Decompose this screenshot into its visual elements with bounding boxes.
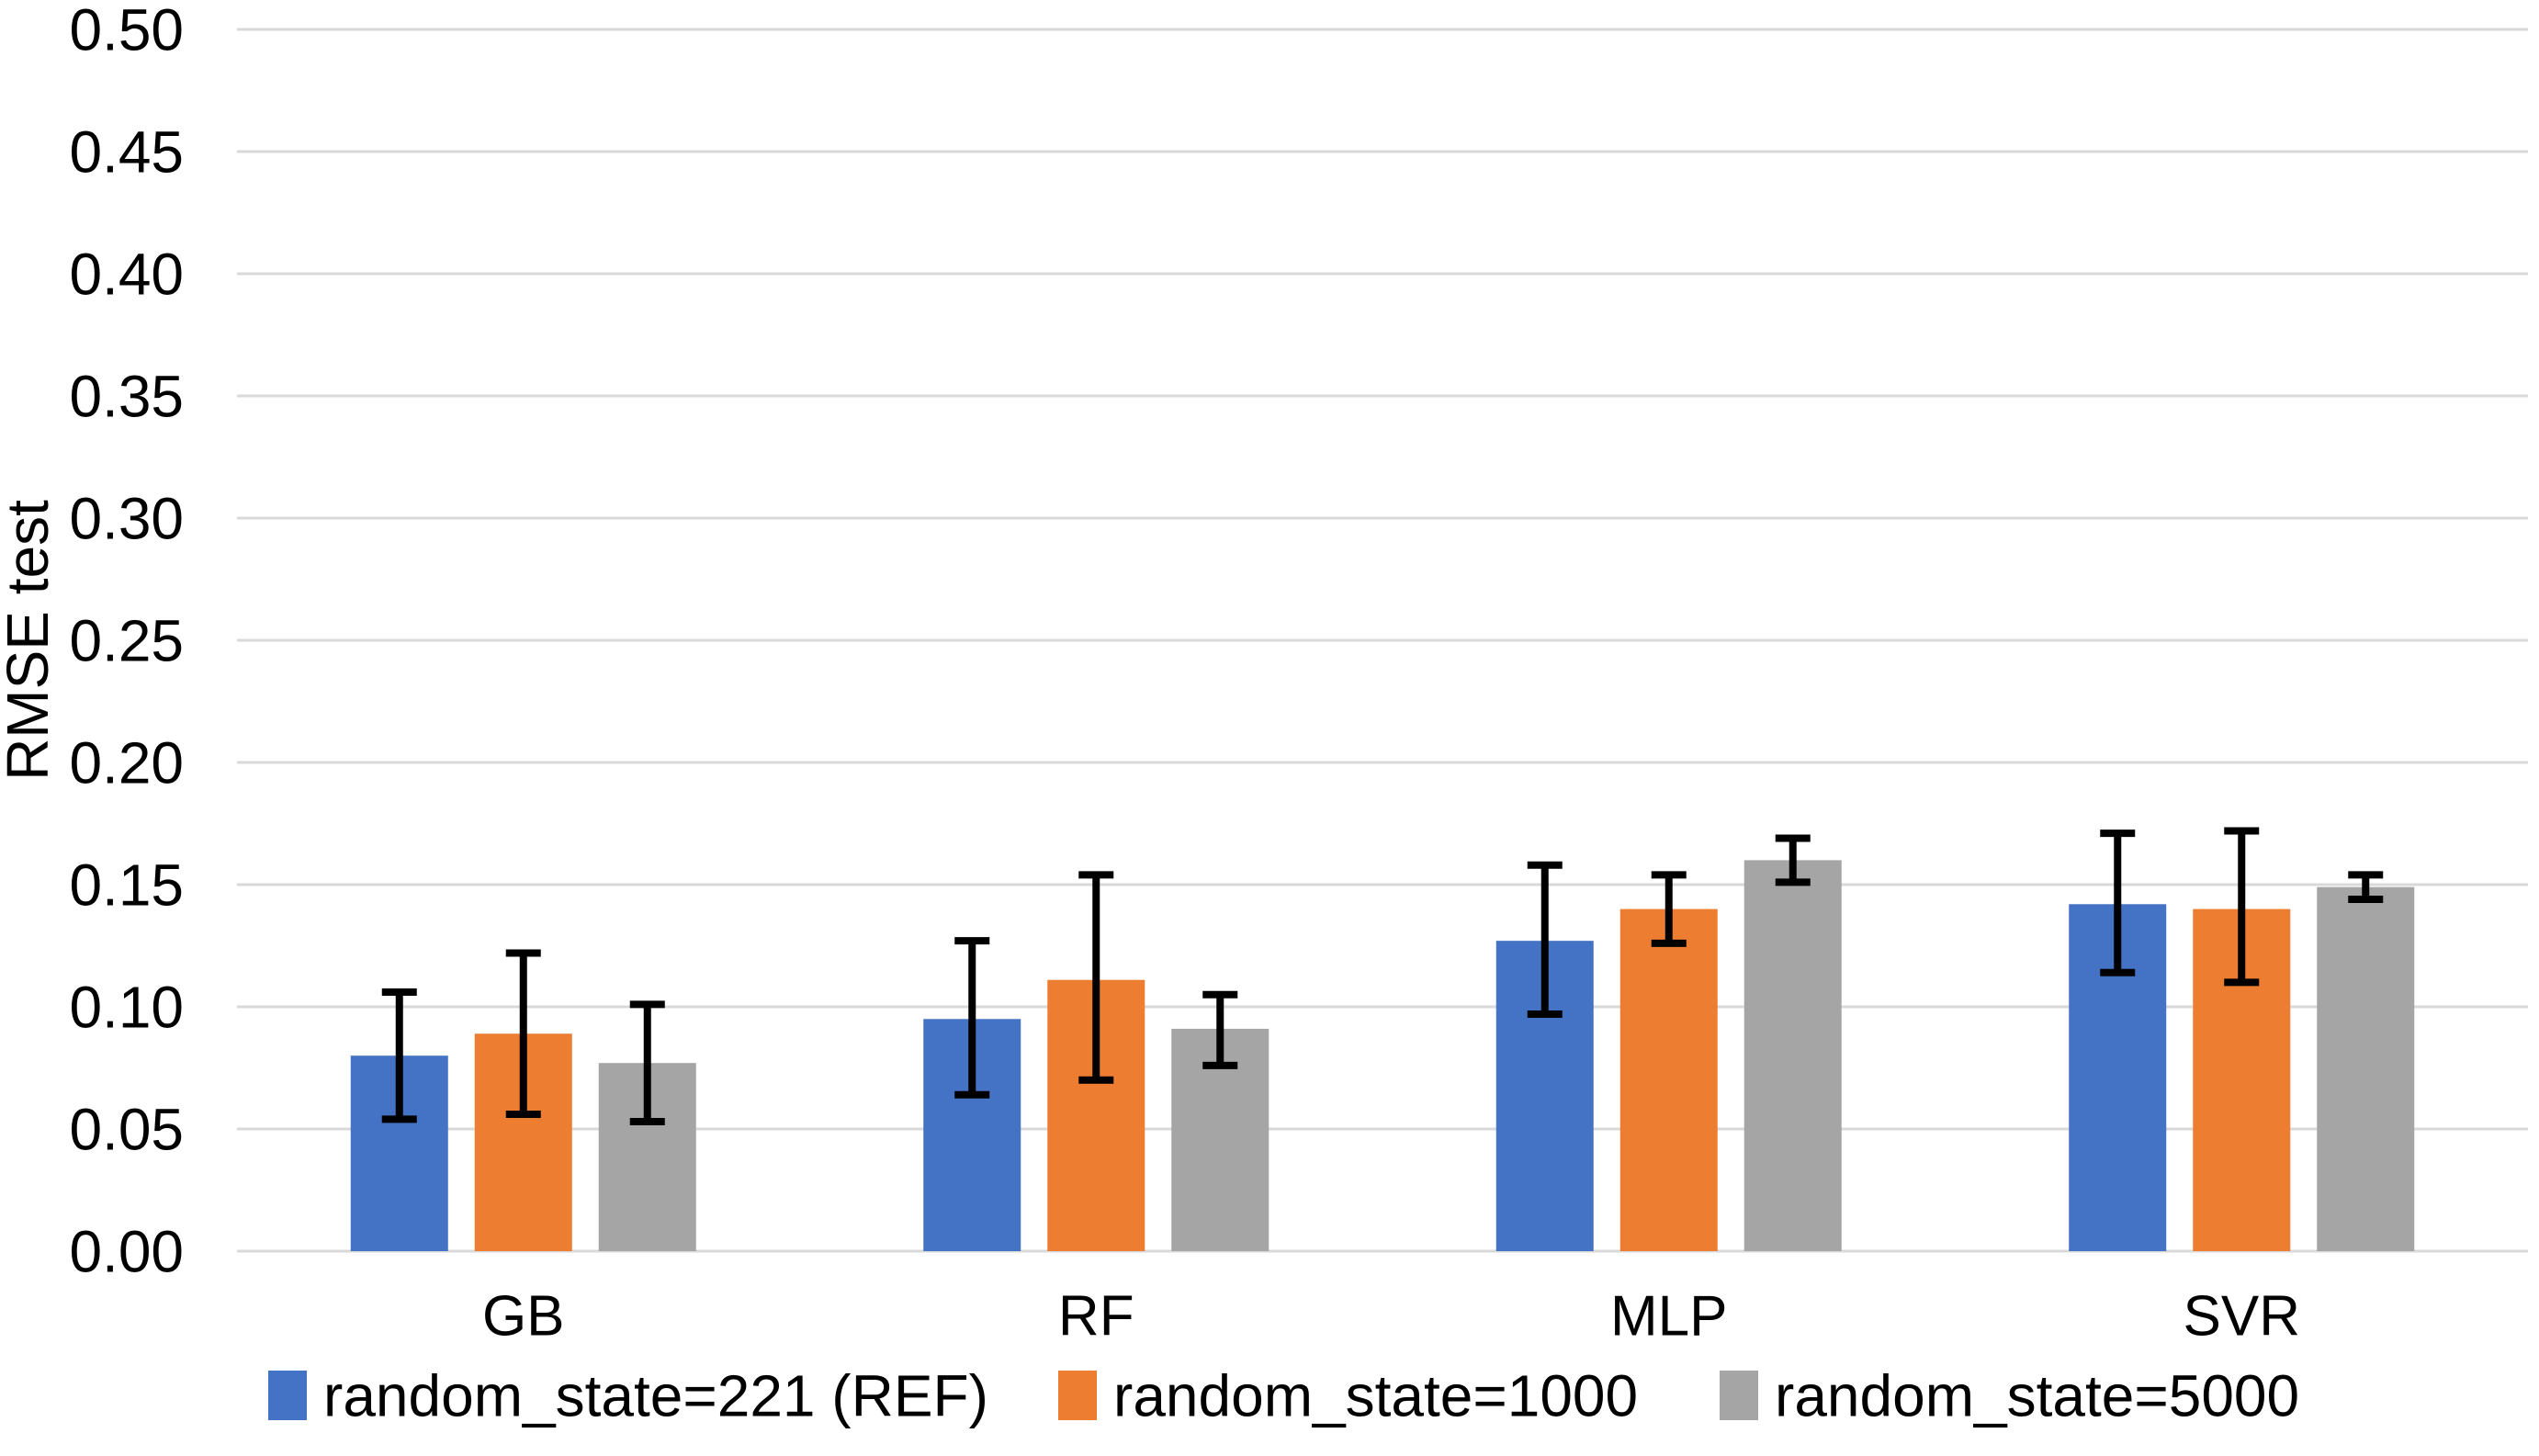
y-tick-label: 0.45: [69, 119, 184, 185]
bar-mlp-series2: [1619, 909, 1718, 1251]
error-bar-gb-series3: [629, 1000, 665, 1126]
x-category-label-svr: SVR: [2184, 1285, 2300, 1349]
legend-label-series1: random_state=221 (REF): [323, 1362, 988, 1428]
error-bar-svr-series1: [2100, 830, 2136, 976]
error-bar-mlp-series3: [1775, 834, 1811, 886]
bar-svr-series3: [2317, 886, 2415, 1251]
y-tick-label: 0.50: [69, 0, 184, 62]
y-tick-label: 0.25: [69, 607, 184, 673]
y-tick-label: 0.05: [69, 1096, 184, 1162]
error-bar-mlp-series1: [1527, 861, 1563, 1018]
error-bar-mlp-series2: [1651, 871, 1687, 947]
y-tick-label: 0.40: [69, 241, 184, 307]
legend-swatch-series2: [1058, 1371, 1097, 1420]
legend-swatch-series1: [268, 1371, 307, 1420]
y-tick-label: 0.35: [69, 363, 184, 429]
error-bar-svr-series2: [2224, 827, 2260, 987]
y-tick-label: 0.00: [69, 1218, 184, 1284]
x-category-label-rf: RF: [1058, 1285, 1134, 1349]
legend-label-series2: random_state=1000: [1113, 1362, 1638, 1428]
y-axis-title: RMSE test: [0, 500, 61, 781]
y-tick-label: 0.30: [69, 485, 184, 551]
error-bar-gb-series2: [505, 949, 541, 1119]
x-category-label-gb: GB: [482, 1285, 565, 1349]
y-tick-label: 0.15: [69, 852, 184, 918]
y-tick-label: 0.10: [69, 974, 184, 1040]
error-bar-gb-series1: [381, 988, 417, 1123]
error-bar-rf-series2: [1078, 871, 1114, 1084]
legend-swatch-series3: [1720, 1371, 1758, 1420]
y-tick-label: 0.20: [69, 729, 184, 796]
x-category-label-mlp: MLP: [1610, 1285, 1727, 1349]
error-bar-rf-series3: [1202, 990, 1238, 1069]
error-bar-rf-series1: [954, 937, 990, 1099]
legend-label-series3: random_state=5000: [1775, 1362, 2299, 1428]
error-bar-svr-series3: [2348, 871, 2384, 903]
bar-mlp-series3: [1743, 860, 1842, 1251]
